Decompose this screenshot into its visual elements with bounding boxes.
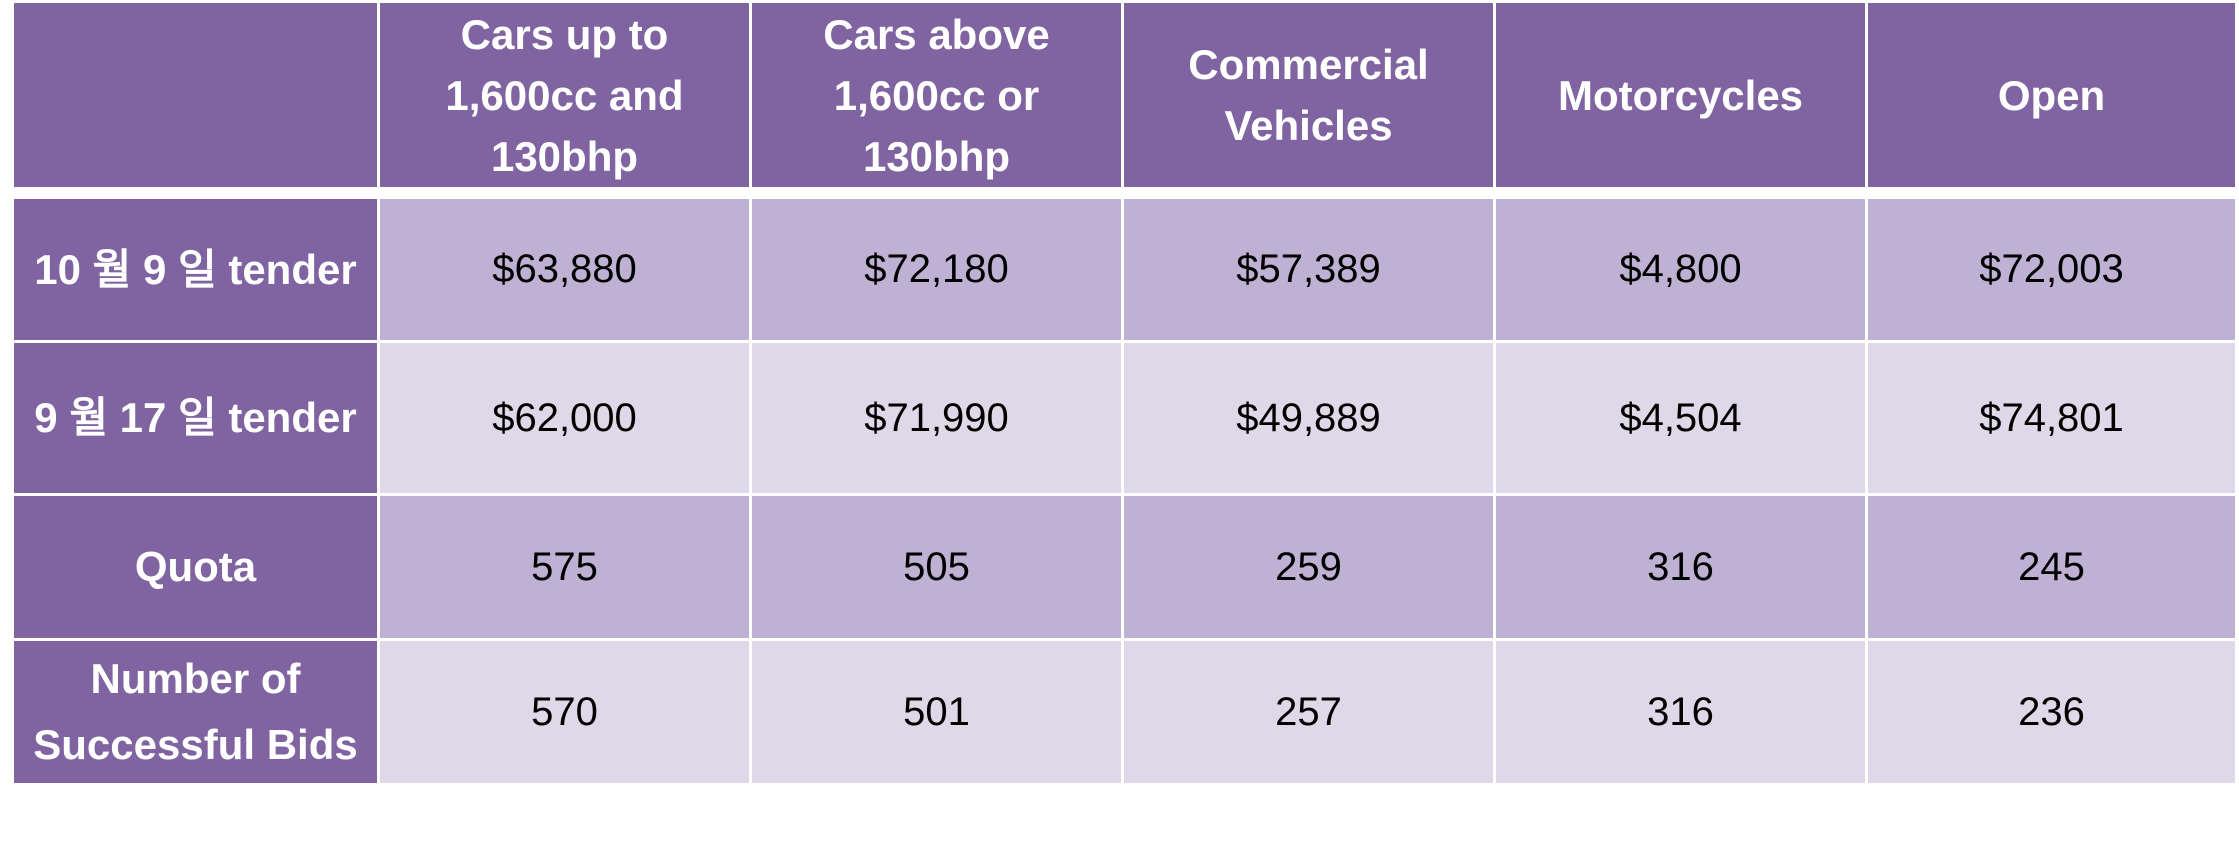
table-cell: $72,003 bbox=[1868, 199, 2235, 340]
table-cell: 575 bbox=[380, 496, 749, 638]
table-cell: $4,504 bbox=[1496, 343, 1865, 493]
table-cell: $57,389 bbox=[1124, 199, 1493, 340]
table-cell: $74,801 bbox=[1868, 343, 2235, 493]
table-cell: 257 bbox=[1124, 641, 1493, 783]
table-cell: 245 bbox=[1868, 496, 2235, 638]
row-header-oct-9-tender: 10 월 9 일 tender bbox=[14, 199, 377, 340]
table-cell: 505 bbox=[752, 496, 1121, 638]
table-cell: 570 bbox=[380, 641, 749, 783]
table-cell: 316 bbox=[1496, 496, 1865, 638]
column-header-open: Open bbox=[1868, 3, 2235, 187]
results-table: Cars up to 1,600cc and 130bhp Cars above… bbox=[14, 3, 2236, 791]
table-cell: $71,990 bbox=[752, 343, 1121, 493]
table-cell: 316 bbox=[1496, 641, 1865, 783]
table-cell: $62,000 bbox=[380, 343, 749, 493]
row-header-sep-17-tender: 9 월 17 일 tender bbox=[14, 343, 377, 493]
column-header-large-cars: Cars above 1,600cc or 130bhp bbox=[752, 3, 1121, 187]
column-header-small-cars: Cars up to 1,600cc and 130bhp bbox=[380, 3, 749, 187]
corner-cell bbox=[14, 3, 377, 187]
table-cell: 236 bbox=[1868, 641, 2235, 783]
table-cell: 501 bbox=[752, 641, 1121, 783]
table-cell: $49,889 bbox=[1124, 343, 1493, 493]
column-header-motorcycles: Motorcycles bbox=[1496, 3, 1865, 187]
table-cell: $63,880 bbox=[380, 199, 749, 340]
table-cell: 259 bbox=[1124, 496, 1493, 638]
column-header-commercial-vehicles: Commercial Vehicles bbox=[1124, 3, 1493, 187]
row-header-successful-bids: Number of Successful Bids bbox=[14, 641, 377, 783]
table-cell: $72,180 bbox=[752, 199, 1121, 340]
row-header-quota: Quota bbox=[14, 496, 377, 638]
table-cell: $4,800 bbox=[1496, 199, 1865, 340]
